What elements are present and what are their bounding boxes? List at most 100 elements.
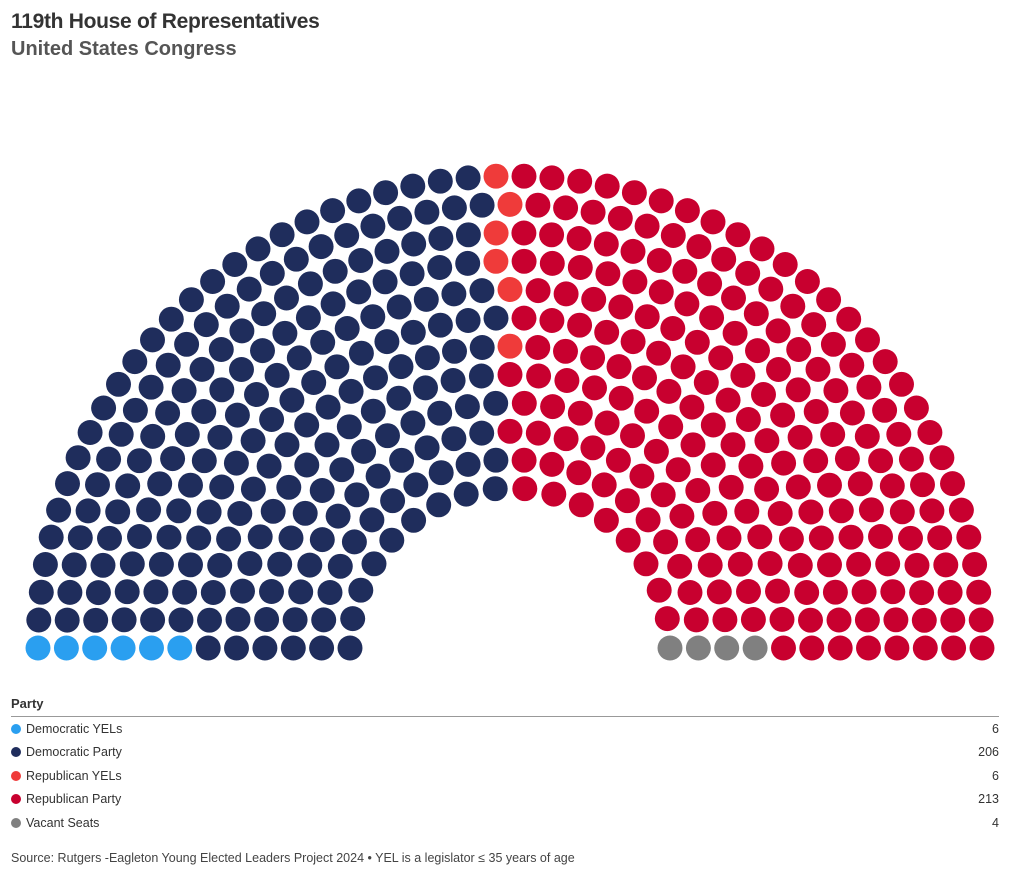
seat-dot: [236, 276, 262, 302]
seat-dot: [754, 428, 780, 454]
seat-dot: [254, 607, 280, 632]
seat-dot: [75, 498, 101, 524]
seat-dot: [373, 180, 399, 206]
seat-dot: [497, 362, 523, 387]
seat-dot: [138, 374, 164, 400]
seat-dot: [482, 476, 508, 502]
seat-dot: [468, 363, 494, 389]
seat-dot: [622, 269, 648, 295]
seat-dot: [294, 412, 320, 438]
seat-dot: [700, 452, 726, 478]
seat-dot: [186, 525, 212, 551]
seat-dot: [106, 371, 131, 397]
legend-title: Party: [11, 696, 999, 717]
seat-dot: [539, 165, 565, 191]
seat-dot: [826, 607, 852, 633]
seat-dot: [643, 438, 669, 464]
seat-dot: [765, 578, 790, 604]
seat-dot: [699, 305, 725, 331]
seat-dot: [758, 276, 784, 302]
seat-dot: [721, 285, 746, 311]
seat-dot: [403, 472, 429, 498]
seat-dot: [195, 635, 221, 661]
seat-dot: [539, 250, 565, 276]
seat-dot: [143, 579, 169, 605]
seat-dot: [259, 260, 285, 286]
seat-dot: [294, 452, 320, 478]
seat-dot: [785, 377, 811, 403]
seat-dot: [912, 635, 938, 661]
seat-dot: [738, 453, 764, 479]
seat-dot: [455, 250, 481, 276]
seat-dot: [670, 354, 696, 380]
seat-dot: [656, 378, 682, 404]
seat-dot: [237, 551, 263, 576]
seat-dot: [200, 580, 226, 605]
seat-dot: [646, 577, 672, 603]
seat-dot: [344, 482, 370, 508]
seat-dot: [156, 524, 182, 550]
seat-dot: [803, 448, 829, 474]
seat-dot: [722, 320, 748, 346]
seat-dot: [727, 551, 753, 577]
seat-dot: [497, 191, 523, 217]
seat-dot: [279, 387, 305, 413]
seat-dot: [267, 551, 293, 577]
seat-dot: [346, 279, 372, 305]
seat-dot: [667, 553, 693, 579]
seat-dot: [46, 497, 72, 523]
seat-dot: [765, 318, 791, 344]
seat-dot: [122, 349, 148, 375]
seat-dot: [767, 501, 793, 526]
seat-dot: [730, 362, 756, 388]
seat-dot: [820, 331, 846, 357]
seat-dot: [511, 220, 537, 246]
seat-dot: [427, 312, 453, 338]
seat-dot: [341, 529, 367, 555]
seat-dot: [635, 507, 661, 533]
seat-dot: [680, 432, 706, 458]
seat-dot: [455, 165, 481, 191]
seat-dot: [886, 421, 912, 447]
seat-dot: [511, 305, 537, 331]
seat-dot: [653, 529, 679, 555]
seat-dot: [57, 579, 83, 605]
seat-dot: [771, 635, 796, 661]
seat-dot: [836, 306, 862, 332]
seat-dot: [780, 293, 806, 319]
seat-dot: [969, 635, 995, 661]
seat-dot: [511, 248, 537, 274]
seat-dot: [634, 304, 660, 330]
seat-dot: [247, 524, 273, 550]
seat-dot: [375, 423, 400, 449]
seat-dot: [582, 375, 607, 401]
seat-dot: [147, 471, 173, 497]
seat-dot: [629, 463, 655, 489]
seat-dot: [839, 352, 865, 378]
seat-dot: [372, 269, 398, 295]
seat-dot: [669, 503, 695, 529]
seat-dot: [917, 420, 943, 445]
seat-dot: [778, 526, 804, 552]
legend-swatch: [11, 747, 21, 758]
seat-dot: [614, 488, 640, 514]
seat-dot: [119, 551, 145, 577]
seat-dot: [875, 551, 901, 577]
seat-dot: [280, 635, 306, 661]
seat-dot: [903, 395, 929, 421]
seat-dot: [658, 414, 684, 440]
seat-dot: [140, 607, 166, 633]
seat-dot: [90, 552, 116, 578]
seat-dot: [674, 198, 700, 224]
seat-dot: [55, 471, 80, 497]
seat-dot: [553, 338, 578, 364]
seat-dot: [340, 606, 366, 632]
seat-dot: [209, 377, 235, 403]
seat-dot: [469, 192, 495, 218]
seat-dot: [53, 635, 79, 661]
seat-dot: [282, 607, 308, 633]
legend-item-republican-yels: Republican YELs 6: [11, 764, 999, 788]
seat-dot: [620, 238, 646, 264]
seat-dot: [428, 226, 454, 251]
seat-dot: [196, 499, 222, 525]
